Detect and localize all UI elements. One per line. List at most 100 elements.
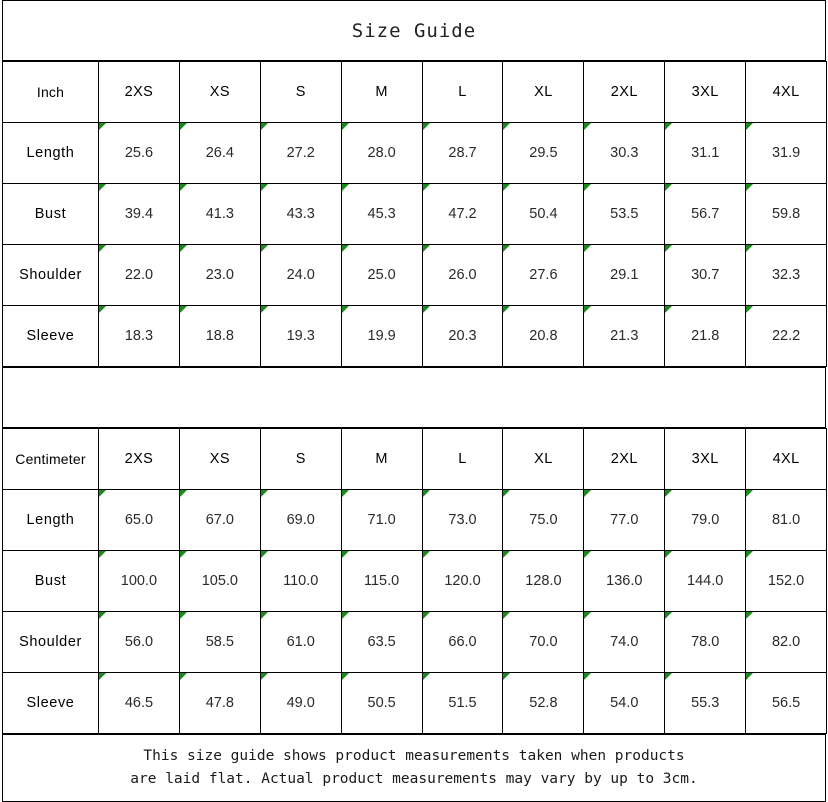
measurement-value: 27.2 [286,145,315,161]
footnote-row: This size guide shows product measuremen… [2,734,826,802]
centimeter-column-header-xs: XS [178,428,261,490]
measurement-cell: 75.0 [502,489,585,551]
green-corner-marker-icon [746,490,754,497]
green-corner-marker-icon [99,673,106,680]
measurement-cell: 23.0 [178,244,261,306]
table-spacer [2,367,826,428]
measurement-value: 30.3 [610,145,639,161]
measurement-value: 20.3 [448,328,477,344]
measurement-value: 41.3 [205,206,234,222]
green-corner-marker-icon [341,673,349,680]
inch-row-label-shoulder: Shoulder [2,244,99,306]
centimeter-column-header-l: L [421,428,504,490]
measurement-value: 26.4 [205,145,234,161]
measurement-value: 136.0 [606,573,643,589]
measurement-value: 19.9 [367,328,396,344]
measurement-cell: 52.8 [502,672,585,734]
measurement-value: 66.0 [448,634,477,650]
table-row: Length 65.0 67.0 69.0 71.0 73.0 75.0 77.0 79.0 81… [2,489,828,551]
green-corner-marker-icon [260,673,268,680]
measurement-value: 29.5 [529,145,558,161]
green-corner-marker-icon [179,551,187,558]
green-corner-marker-icon [341,184,349,191]
measurement-cell: 20.3 [421,305,504,367]
green-corner-marker-icon [503,673,511,680]
measurement-cell: 27.2 [259,122,342,184]
green-corner-marker-icon [746,306,754,313]
inch-row-label-length: Length [2,122,99,184]
title-table: Size Guide [2,0,826,61]
green-corner-marker-icon [665,673,673,680]
measurement-value: 22.0 [124,267,154,283]
green-corner-marker-icon [99,123,106,130]
measurement-cell: 53.5 [583,183,666,245]
measurement-cell: 105.0 [178,550,261,612]
title-row: Size Guide [2,0,826,61]
measurement-value: 128.0 [525,573,562,589]
measurement-cell: 56.5 [745,672,828,734]
green-corner-marker-icon [179,673,187,680]
measurement-value: 24.0 [286,267,315,283]
measurement-cell: 25.0 [340,244,423,306]
green-corner-marker-icon [260,306,268,313]
inch-unit-label: Inch [2,61,99,123]
green-corner-marker-icon [422,490,430,497]
measurement-cell: 32.3 [745,244,828,306]
green-corner-marker-icon [503,490,511,497]
table-row: Sleeve 18.3 18.8 19.3 19.9 20.3 20.8 21.3 21.8 22… [2,305,828,367]
centimeter-column-header-xl: XL [502,428,585,490]
measurement-value: 79.0 [691,512,720,528]
table-row: Length 25.6 26.4 27.2 28.0 28.7 29.5 30.3 31.1 31… [2,122,828,184]
green-corner-marker-icon [746,673,754,680]
green-corner-marker-icon [746,612,754,619]
measurement-value: 46.5 [124,695,154,711]
measurement-value: 56.7 [691,206,720,222]
measurement-cell: 31.9 [745,122,828,184]
measurement-cell: 67.0 [178,489,261,551]
inch-size-table: Inch 2XS XS S M L XL 2XL 3XL 4XL Length 25.6 26.4 27.… [2,61,828,367]
measurement-value: 47.8 [205,695,234,711]
measurement-cell: 29.5 [502,122,585,184]
measurement-value: 82.0 [771,634,801,650]
measurement-cell: 100.0 [98,550,180,612]
centimeter-unit-label: Centimeter [2,428,99,490]
inch-column-header-3xl: 3XL [664,61,747,123]
inch-column-header-m: M [340,61,423,123]
measurement-value: 25.0 [367,267,396,283]
measurement-value: 74.0 [610,634,639,650]
measurement-cell: 28.0 [340,122,423,184]
measurement-value: 21.8 [691,328,720,344]
page-title: Size Guide [2,0,826,61]
green-corner-marker-icon [584,551,592,558]
measurement-cell: 19.9 [340,305,423,367]
green-corner-marker-icon [341,612,349,619]
green-corner-marker-icon [746,245,754,252]
measurement-cell: 50.5 [340,672,423,734]
measurement-cell: 27.6 [502,244,585,306]
measurement-value: 75.0 [529,512,558,528]
measurement-cell: 30.7 [664,244,747,306]
measurement-value: 58.5 [205,634,234,650]
green-corner-marker-icon [584,184,592,191]
green-corner-marker-icon [179,612,187,619]
inch-column-header-l: L [421,61,504,123]
inch-column-header-xs: XS [178,61,261,123]
green-corner-marker-icon [584,245,592,252]
measurement-value: 144.0 [687,573,724,589]
measurement-cell: 73.0 [421,489,504,551]
measurement-value: 56.5 [771,695,801,711]
measurement-cell: 78.0 [664,611,747,673]
green-corner-marker-icon [665,551,673,558]
green-corner-marker-icon [503,245,511,252]
measurement-cell: 54.0 [583,672,666,734]
measurement-value: 28.0 [367,145,396,161]
footnote-cell: This size guide shows product measuremen… [2,734,826,802]
measurement-value: 59.8 [771,206,801,222]
table-row: Shoulder 22.0 23.0 24.0 25.0 26.0 27.6 29.1 30.7… [2,244,828,306]
green-corner-marker-icon [341,551,349,558]
green-corner-marker-icon [260,551,268,558]
measurement-value: 26.0 [448,267,477,283]
measurement-value: 30.7 [691,267,720,283]
measurement-value: 45.3 [367,206,396,222]
measurement-value: 50.4 [529,206,558,222]
